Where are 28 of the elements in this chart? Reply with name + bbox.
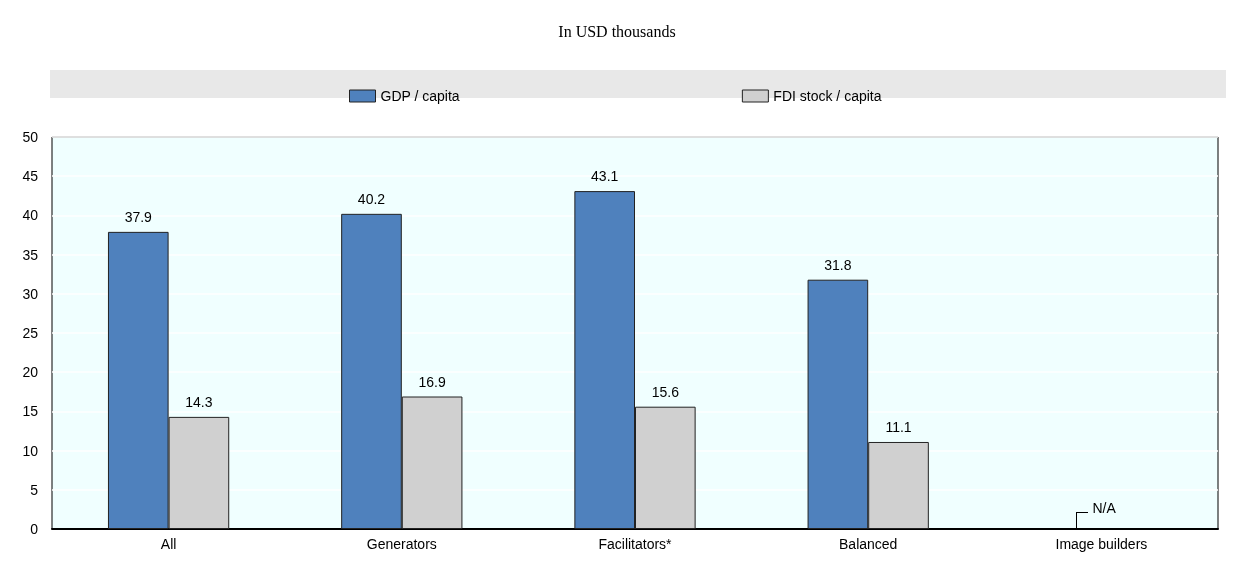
x-tick-label: Image builders xyxy=(1055,536,1148,552)
legend-label: GDP / capita xyxy=(380,88,460,104)
data-label: 31.8 xyxy=(824,256,852,273)
x-tick-label: Generators xyxy=(366,536,437,552)
legend-label: FDI stock / capita xyxy=(773,88,882,104)
data-label: 43.1 xyxy=(591,168,619,185)
x-tick-label: Facilitators* xyxy=(598,536,673,552)
data-label: 15.6 xyxy=(651,383,680,400)
y-tick-label: 10 xyxy=(22,442,39,459)
y-tick-label: 0 xyxy=(30,521,39,537)
y-tick-label: 45 xyxy=(22,168,39,185)
y-tick-label: 25 xyxy=(22,325,39,341)
data-label: 40.2 xyxy=(357,190,386,207)
y-tick-label: 35 xyxy=(22,246,39,263)
y-tick-label: 30 xyxy=(22,285,39,302)
data-label: 16.9 xyxy=(418,373,446,390)
x-tick-label: All xyxy=(160,536,177,552)
y-tick-label: 5 xyxy=(30,481,39,498)
y-tick-label: 50 xyxy=(22,129,39,145)
y-tick-label: 15 xyxy=(22,403,39,420)
x-tick-label: Balanced xyxy=(839,536,898,552)
y-tick-label: 40 xyxy=(22,207,39,224)
data-label: 11.1 xyxy=(885,418,912,435)
chart-title: In USD thousands xyxy=(558,22,676,40)
data-label: 14.3 xyxy=(185,393,213,410)
annotation: N/A xyxy=(1092,500,1117,516)
y-tick-label: 20 xyxy=(22,364,39,381)
data-label: 37.9 xyxy=(124,208,153,225)
